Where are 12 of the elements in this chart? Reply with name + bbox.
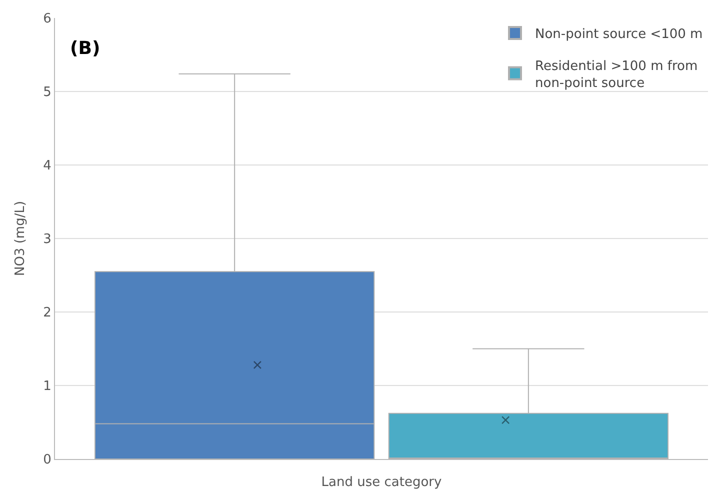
y-tick-label: 0: [43, 452, 52, 468]
y-tick-label: 4: [43, 158, 52, 174]
y-tick-label: 3: [43, 232, 52, 248]
x-axis-title: Land use category: [321, 475, 442, 490]
y-tick-label: 2: [43, 306, 52, 321]
y-axis-title: NO3 (mg/L): [13, 200, 28, 276]
y-tick-label: 6: [43, 12, 52, 27]
legend-label: Residential >100 m from non-point source: [535, 58, 698, 91]
legend-label: Non-point source <100 m: [535, 27, 703, 42]
text: (B): [70, 38, 100, 59]
y-tick-label: 5: [43, 85, 52, 100]
y-tick-label: 1: [43, 379, 52, 394]
